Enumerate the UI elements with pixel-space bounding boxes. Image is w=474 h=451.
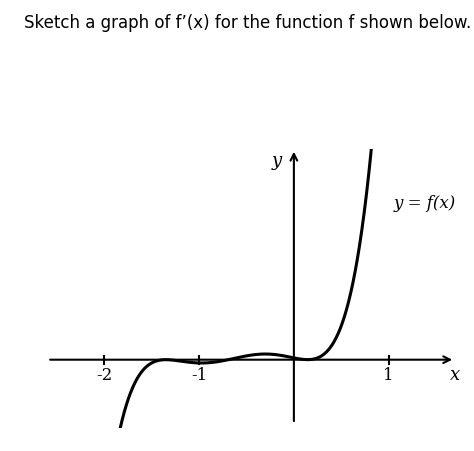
Text: -2: -2 [96, 368, 112, 385]
Text: x: x [450, 366, 460, 384]
Text: -1: -1 [191, 368, 207, 385]
Text: 1: 1 [383, 368, 394, 385]
Text: y = f(x): y = f(x) [393, 195, 456, 212]
Text: Sketch a graph of f’(x) for the function f shown below.: Sketch a graph of f’(x) for the function… [24, 14, 471, 32]
Text: y: y [272, 152, 282, 170]
